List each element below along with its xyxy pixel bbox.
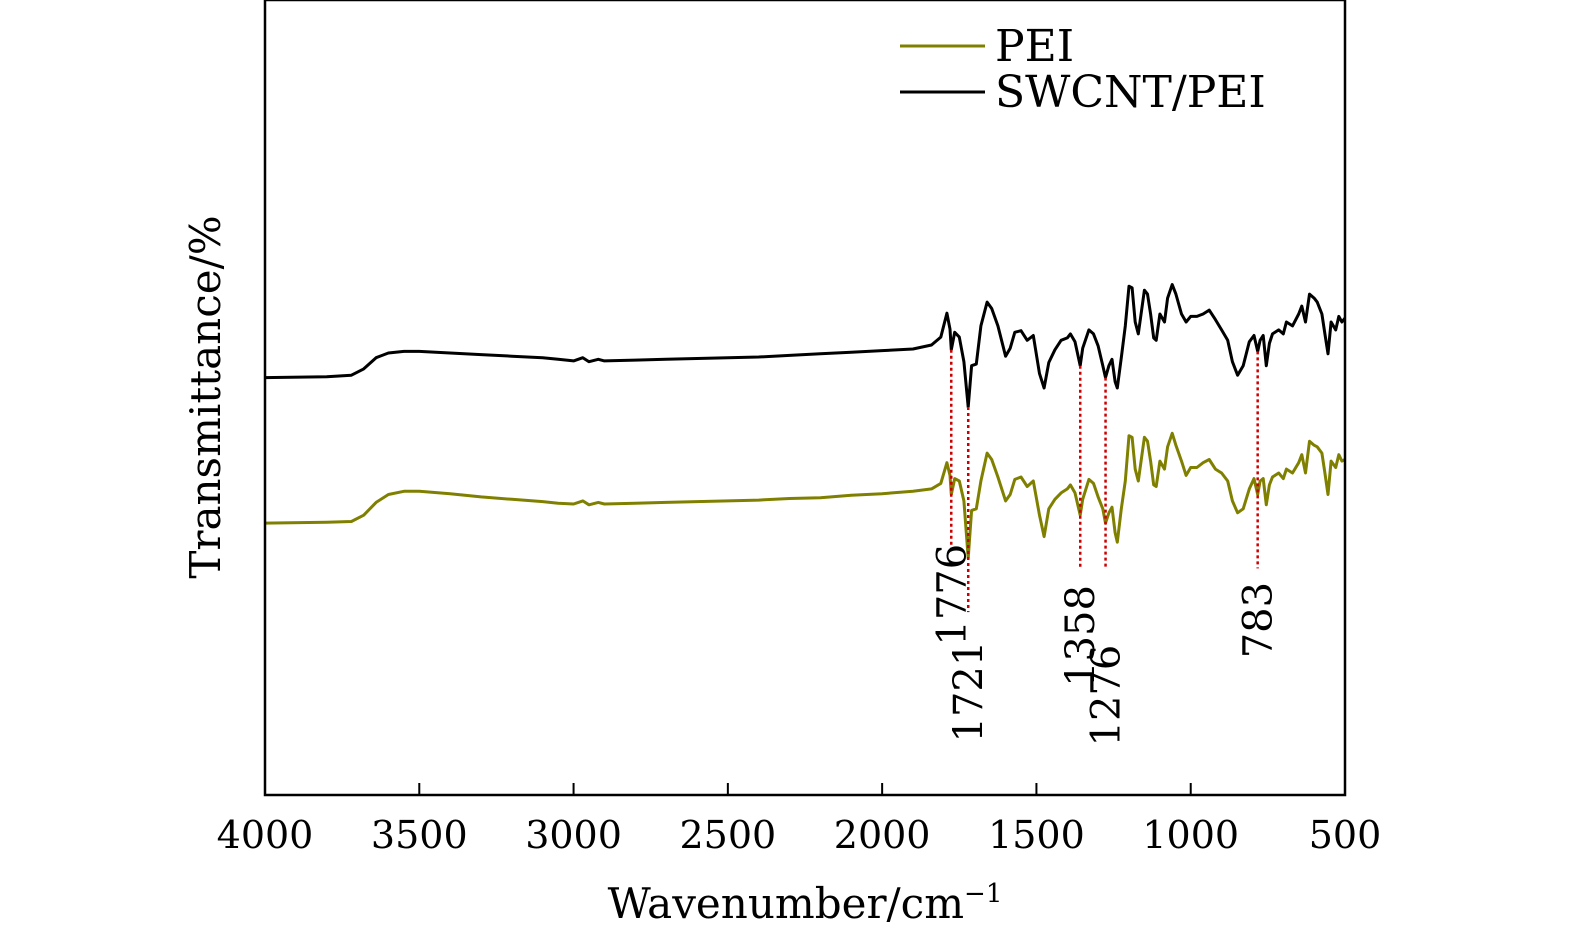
- x-axis-ticks: 4000 3500 3000 2500 2000 1500 1000 500: [217, 783, 1382, 857]
- x-tick-label-3000: 3000: [525, 813, 622, 857]
- series-line-swcnt-pei: [265, 283, 1345, 409]
- peak-label-1276: 1276: [1084, 645, 1130, 747]
- peak-label-783: 783: [1236, 582, 1282, 658]
- y-axis-title: Transmittance/%: [181, 215, 230, 578]
- series-line-pei: [265, 431, 1345, 560]
- series-layer: [265, 283, 1345, 560]
- legend-label-swcnt-pei: SWCNT/PEI: [995, 67, 1266, 118]
- x-axis-title: Wavenumber/cm−1: [608, 879, 1003, 928]
- legend: PEI SWCNT/PEI: [900, 21, 1266, 118]
- x-tick-label-1000: 1000: [1142, 813, 1239, 857]
- x-tick-label-1500: 1500: [988, 813, 1085, 857]
- x-tick-label-2500: 2500: [679, 813, 776, 857]
- plot-frame: [263, 0, 1347, 797]
- x-tick-label-3500: 3500: [371, 813, 468, 857]
- x-tick-label-2000: 2000: [834, 813, 931, 857]
- x-tick-label-500: 500: [1309, 813, 1382, 857]
- x-tick-label-4000: 4000: [217, 813, 314, 857]
- peak-label-1358: 1358: [1058, 585, 1104, 687]
- peak-label-1721: 1721: [946, 641, 992, 743]
- legend-label-pei: PEI: [995, 21, 1074, 72]
